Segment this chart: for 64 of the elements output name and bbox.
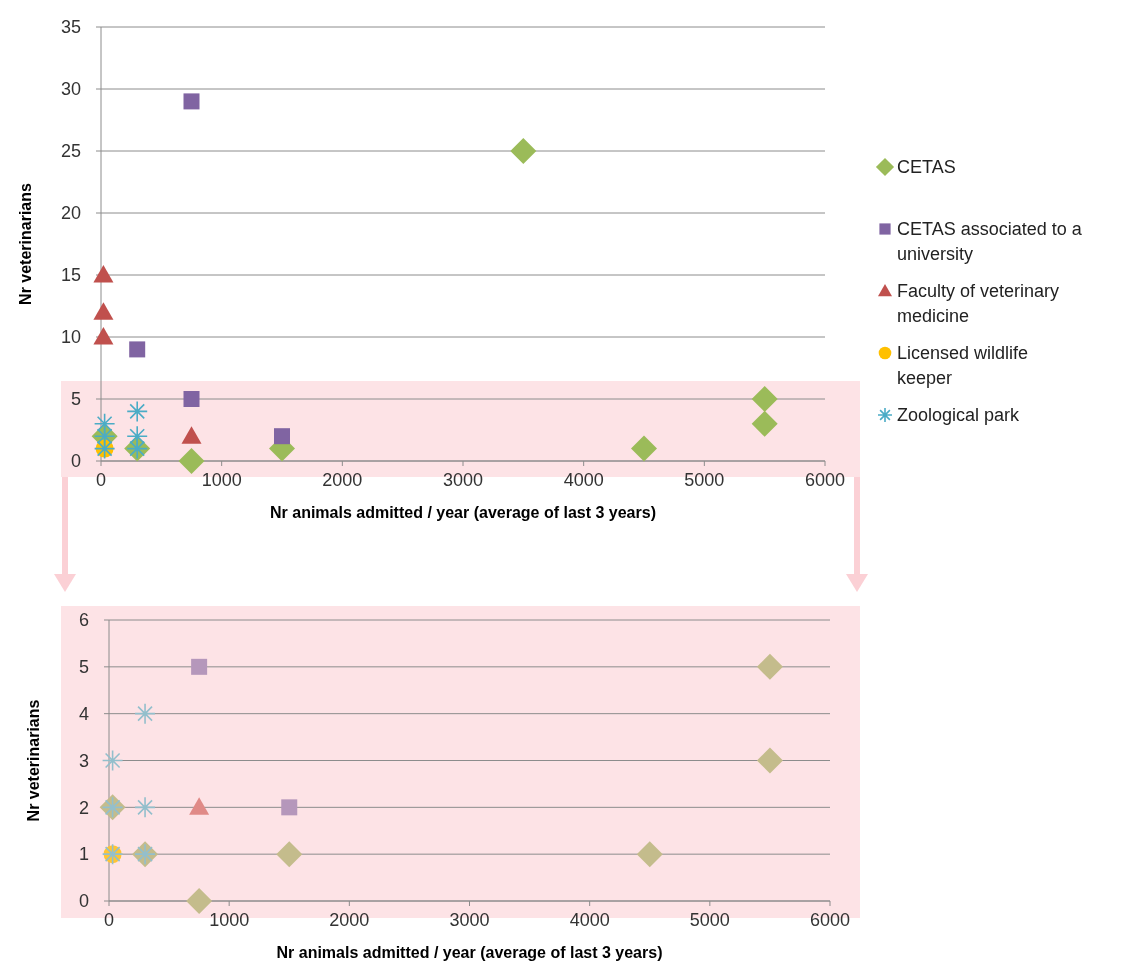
point: [751, 410, 778, 437]
point: [276, 841, 303, 868]
y-axis-title: Nr veterinarians: [25, 699, 42, 822]
x-tick-label: 0: [103, 910, 115, 930]
point: [756, 653, 783, 680]
point: [636, 841, 663, 868]
x-tick-label: 0: [95, 470, 107, 490]
point: [183, 391, 200, 407]
x-tick-label: 1000: [201, 470, 242, 490]
point: [631, 435, 657, 462]
x-axis-title: Nr animals admitted / year (average of last 3 years): [276, 944, 663, 961]
point: [274, 428, 290, 445]
y-tick-label: 30: [60, 79, 81, 100]
y-tick-label: 0: [70, 451, 81, 472]
legend-label: CETAS: [897, 157, 956, 178]
point: [281, 799, 298, 816]
y-tick-label: 35: [60, 17, 81, 38]
point: [751, 386, 778, 412]
x-tick-label: 1000: [209, 910, 250, 930]
legend-label: Zoological park: [897, 405, 1021, 426]
x-tick-label: 6000: [804, 470, 846, 490]
point: [186, 888, 213, 914]
point: [189, 797, 210, 815]
y-tick-label: 1: [78, 844, 89, 865]
point: [134, 702, 156, 725]
point: [93, 302, 114, 320]
y-tick-label: 10: [60, 327, 81, 348]
y-tick-label: 20: [60, 203, 81, 224]
y-tick-label: 5: [78, 657, 89, 678]
point: [129, 341, 146, 358]
point: [93, 265, 114, 283]
point: [93, 327, 114, 345]
point: [134, 796, 156, 819]
y-tick-label: 5: [70, 389, 81, 410]
point: [191, 658, 208, 675]
point: [756, 747, 783, 774]
y-tick-label: 6: [78, 610, 89, 631]
point: [510, 138, 537, 164]
x-tick-label: 3000: [442, 470, 484, 490]
y-tick-label: 4: [78, 703, 89, 724]
x-tick-label: 4000: [563, 470, 604, 490]
x-tick-label: 4000: [569, 910, 610, 930]
y-tick-label: 25: [60, 141, 81, 162]
point: [178, 448, 205, 474]
x-tick-label: 2000: [322, 470, 363, 490]
point: [101, 749, 124, 772]
x-tick-label: 5000: [684, 470, 725, 490]
legend-label: CETAS associated to a university: [897, 219, 1083, 264]
x-tick-label: 5000: [689, 910, 730, 930]
y-tick-label: 2: [78, 797, 89, 818]
point: [183, 93, 200, 110]
point: [126, 400, 148, 423]
y-tick-label: 0: [78, 891, 89, 912]
point: [181, 426, 202, 444]
legend-label: Faculty of veterinary medicine: [897, 281, 1060, 326]
x-tick-label: 6000: [809, 910, 851, 930]
x-tick-label: 3000: [449, 910, 490, 930]
y-axis-title: Nr veterinarians: [17, 182, 34, 305]
point: [126, 425, 148, 447]
y-tick-label: 15: [60, 265, 81, 286]
legend-label: Licensed wildlife keeper: [897, 343, 1029, 388]
y-tick-label: 3: [78, 750, 89, 771]
x-axis-title: Nr animals admitted / year (average of last 3 years): [270, 504, 656, 521]
x-tick-label: 2000: [329, 910, 370, 930]
